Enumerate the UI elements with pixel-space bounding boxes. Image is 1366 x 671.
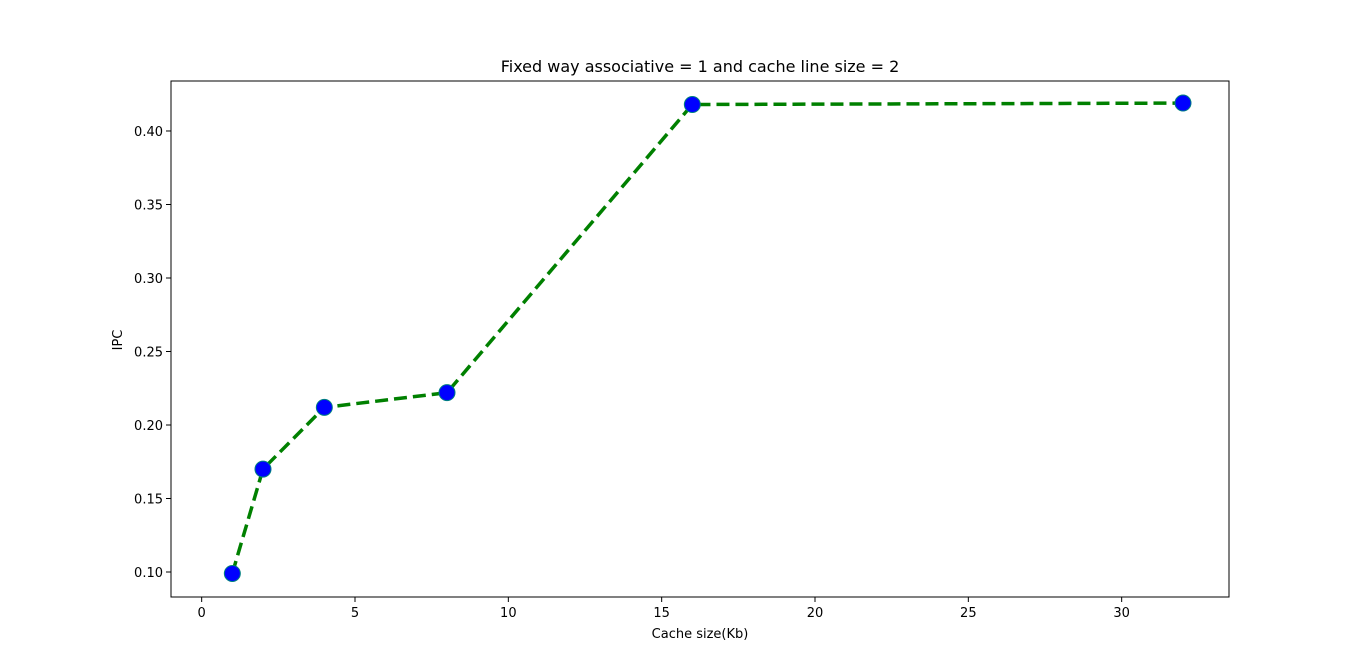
x-axis-label: Cache size(Kb)	[652, 627, 749, 642]
plot-frame	[170, 80, 1230, 598]
series-line	[230, 101, 1184, 574]
x-tick-label: 10	[500, 606, 517, 621]
x-tick-label: 25	[960, 606, 977, 621]
x-tick-label: 5	[351, 606, 359, 621]
data-point	[1174, 94, 1192, 112]
y-tick-label: 0.10	[134, 566, 163, 581]
y-tick-label: 0.30	[134, 272, 163, 287]
x-tick-label: 30	[1113, 606, 1130, 621]
y-tick-label: 0.15	[134, 493, 163, 508]
plot-area	[170, 80, 1230, 598]
x-tick-label: 0	[198, 606, 206, 621]
series-layer	[223, 94, 1192, 582]
x-tick-label: 15	[653, 606, 670, 621]
x-tick-label: 20	[807, 606, 824, 621]
data-point	[254, 460, 272, 478]
data-point	[315, 398, 333, 416]
data-point	[223, 564, 241, 582]
y-tick-label: 0.35	[134, 198, 163, 213]
y-tick-label: 0.20	[134, 419, 163, 434]
x-axis: 0 5 10 15 20 25 30	[198, 597, 1130, 621]
y-axis-label: IPC	[111, 330, 126, 351]
y-tick-label: 0.25	[134, 345, 163, 360]
data-point	[438, 384, 456, 402]
y-tick-label: 0.40	[134, 125, 163, 140]
y-axis: 0.10 0.15 0.20 0.25 0.30 0.35 0.40	[134, 125, 171, 581]
chart-title: Fixed way associative = 1 and cache line…	[501, 57, 900, 76]
data-point	[683, 96, 701, 114]
